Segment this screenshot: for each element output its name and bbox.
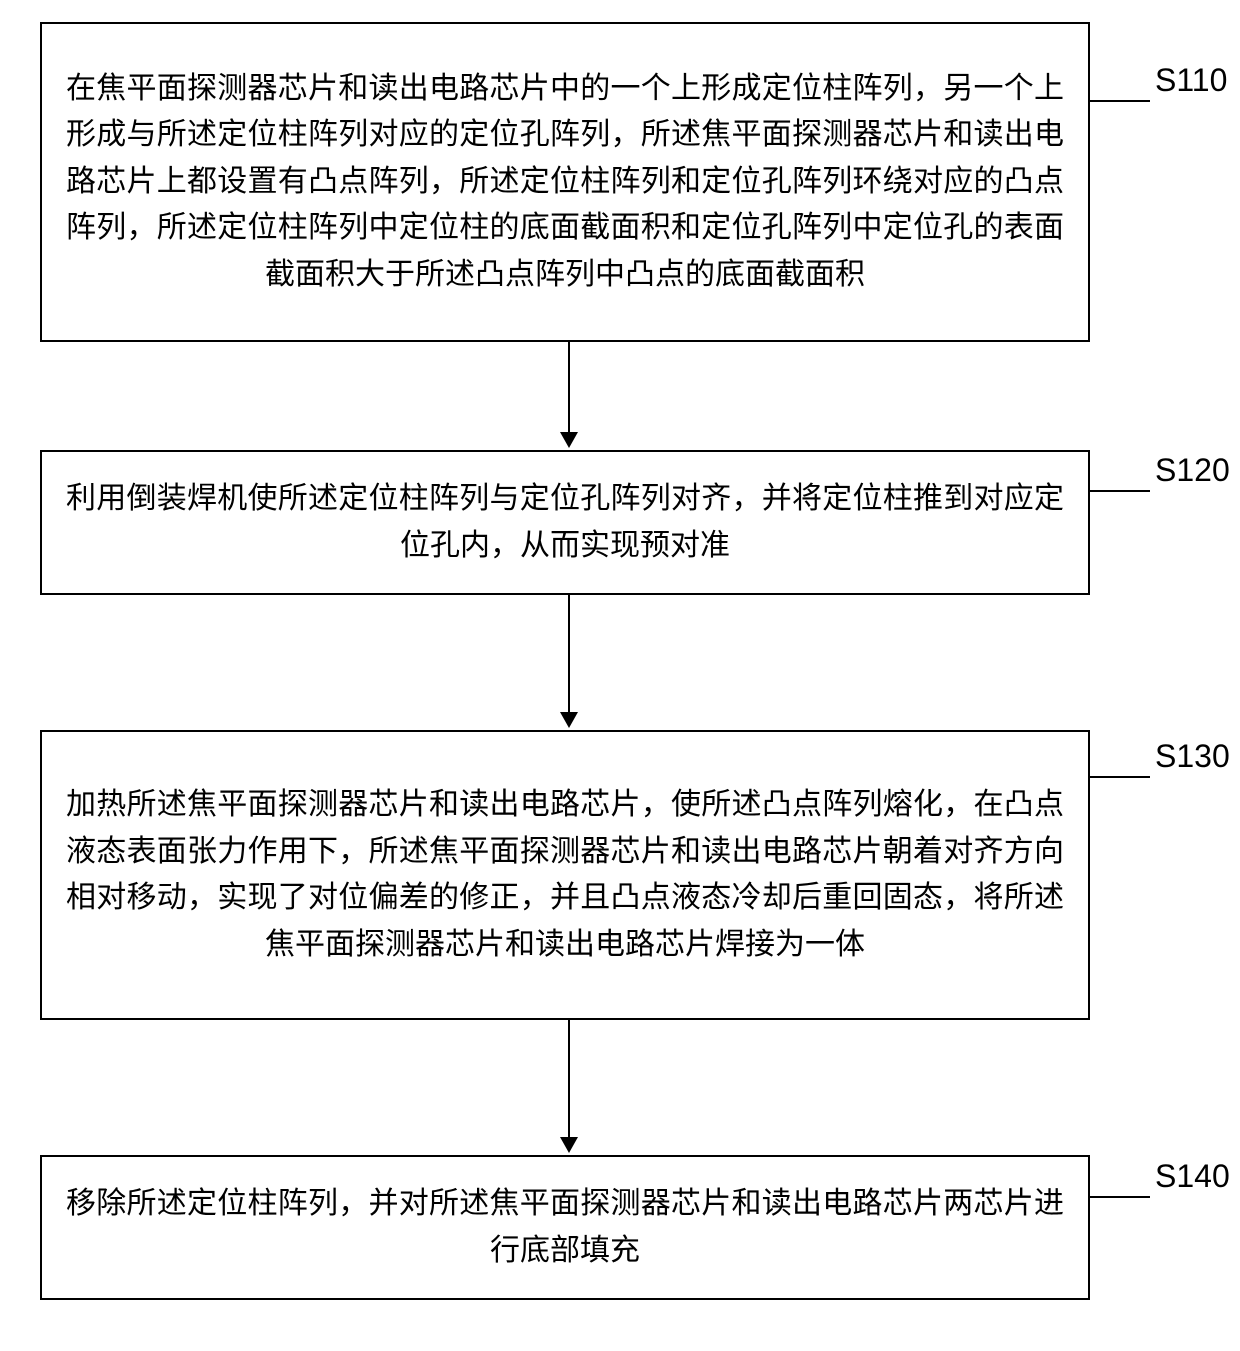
step-text: 加热所述焦平面探测器芯片和读出电路芯片，使所述凸点阵列熔化，在凸点液态表面张力作… [66, 782, 1064, 968]
arrow-line [568, 1020, 570, 1137]
label-connector-line [1090, 1196, 1150, 1198]
step-label-s140: S140 [1155, 1158, 1230, 1195]
flowchart-arrow [560, 342, 578, 448]
step-label-s110: S110 [1155, 62, 1227, 99]
flowchart-step-s140: 移除所述定位柱阵列，并对所述焦平面探测器芯片和读出电路芯片两芯片进行底部填充 [40, 1155, 1090, 1300]
step-text: 在焦平面探测器芯片和读出电路芯片中的一个上形成定位柱阵列，另一个上形成与所述定位… [66, 66, 1064, 299]
arrow-head-icon [560, 432, 578, 448]
label-connector-line [1090, 490, 1150, 492]
label-connector-line [1090, 100, 1150, 102]
step-label-s120: S120 [1155, 452, 1230, 489]
step-text: 利用倒装焊机使所述定位柱阵列与定位孔阵列对齐，并将定位柱推到对应定位孔内，从而实… [66, 476, 1064, 569]
flowchart-arrow [560, 595, 578, 728]
flowchart-step-s130: 加热所述焦平面探测器芯片和读出电路芯片，使所述凸点阵列熔化，在凸点液态表面张力作… [40, 730, 1090, 1020]
label-connector-line [1090, 776, 1150, 778]
step-label-s130: S130 [1155, 738, 1230, 775]
arrow-line [568, 595, 570, 712]
arrow-head-icon [560, 712, 578, 728]
step-text: 移除所述定位柱阵列，并对所述焦平面探测器芯片和读出电路芯片两芯片进行底部填充 [66, 1181, 1064, 1274]
flowchart-container: 在焦平面探测器芯片和读出电路芯片中的一个上形成定位柱阵列，另一个上形成与所述定位… [0, 0, 1240, 1351]
flowchart-step-s110: 在焦平面探测器芯片和读出电路芯片中的一个上形成定位柱阵列，另一个上形成与所述定位… [40, 22, 1090, 342]
flowchart-arrow [560, 1020, 578, 1153]
arrow-line [568, 342, 570, 432]
flowchart-step-s120: 利用倒装焊机使所述定位柱阵列与定位孔阵列对齐，并将定位柱推到对应定位孔内，从而实… [40, 450, 1090, 595]
arrow-head-icon [560, 1137, 578, 1153]
